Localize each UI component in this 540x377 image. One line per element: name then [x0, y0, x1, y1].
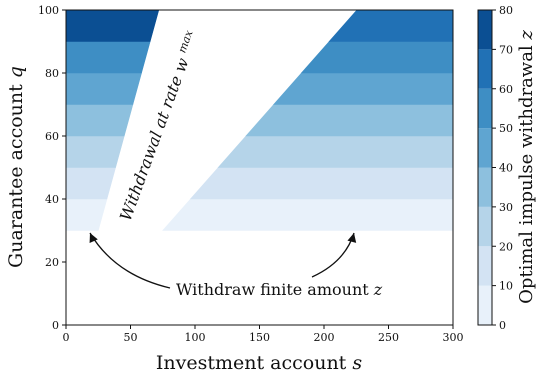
y-tick-label: 20: [45, 256, 59, 269]
left-band-1: [66, 198, 108, 231]
left-band-4: [66, 104, 134, 137]
colorbar-tick-label: 70: [499, 43, 513, 56]
right-band-0: [162, 198, 453, 231]
colorbar-tick-label: 30: [499, 201, 513, 214]
colorbar-tick-label: 10: [499, 280, 513, 293]
colorbar-level-1: [478, 246, 492, 286]
left-band-5: [66, 72, 142, 105]
colorbar-label: Optimal impulse withdrawal z: [516, 30, 537, 304]
left-band-7: [66, 10, 160, 42]
colorbar-tick-label: 60: [499, 83, 513, 96]
x-tick-label: 250: [378, 331, 399, 344]
colorbar-level-4: [478, 128, 492, 168]
y-tick-label: 80: [45, 67, 59, 80]
annotation-withdraw-finite: Withdraw finite amount z: [176, 280, 383, 299]
y-tick-label: 40: [45, 193, 59, 206]
colorbar-tick-label: 80: [499, 4, 513, 17]
colorbar-level-0: [478, 285, 492, 325]
x-tick-label: 150: [249, 331, 270, 344]
right-band-5: [300, 41, 453, 74]
left-band-2: [66, 167, 116, 200]
colorbar-level-6: [478, 49, 492, 89]
y-tick-label: 60: [45, 130, 59, 143]
left-band-0: [66, 230, 99, 260]
annotation-arrow: [311, 232, 355, 278]
x-tick-label: 100: [185, 331, 206, 344]
annotation-arrows: [89, 232, 357, 289]
arrow-head: [347, 233, 357, 243]
y-axis-label: Guarantee account q: [5, 66, 27, 268]
x-tick-label: 0: [63, 331, 70, 344]
axes: 0 50 100 150 200 250 300 0 20 40 60 80 100: [38, 4, 464, 344]
arrow-head: [89, 233, 98, 244]
colorbar-level-7: [478, 10, 492, 50]
annotation-arrow: [89, 232, 171, 289]
x-tick-label: 200: [314, 331, 335, 344]
colorbar-tick-label: 40: [499, 162, 513, 175]
right-band-6: [328, 10, 453, 42]
colorbar-tick-label: 0: [499, 319, 506, 332]
colorbar-tick-label: 50: [499, 122, 513, 135]
colorbar-level-3: [478, 167, 492, 207]
x-tick-label: 300: [443, 331, 464, 344]
y-tick-label: 100: [38, 4, 59, 17]
left-band-6: [66, 41, 151, 74]
right-band-4: [273, 72, 453, 105]
plot-area: [66, 10, 453, 260]
colorbar-tick-label: 20: [499, 240, 513, 253]
colorbar-level-2: [478, 206, 492, 247]
colorbar: 0 10 20 30 40 50 60 70 80: [477, 4, 513, 332]
x-axis-label: Investment account s: [156, 352, 362, 374]
right-band-3: [245, 104, 453, 137]
left-band-3: [66, 135, 125, 168]
x-tick-label: 50: [124, 331, 138, 344]
right-band-2: [217, 135, 453, 168]
right-band-1: [189, 167, 453, 200]
y-tick-label: 0: [52, 319, 59, 332]
colorbar-level-5: [478, 88, 492, 129]
